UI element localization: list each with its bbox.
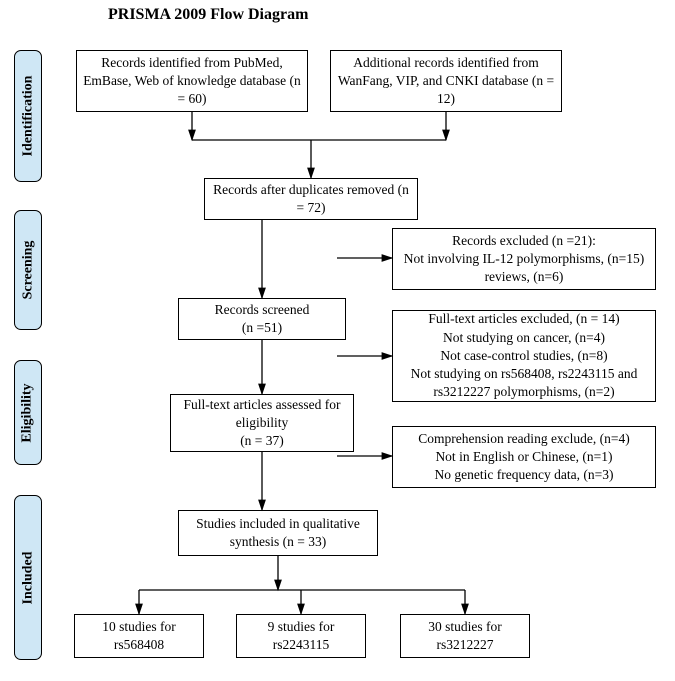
stage-identification-label: Identification (20, 76, 36, 157)
box-src2: Additional records identified from WanFa… (330, 50, 562, 112)
stage-included-label: Included (20, 551, 36, 604)
box-out2: 9 studies for rs2243115 (236, 614, 366, 658)
stage-identification: Identification (14, 50, 42, 182)
stage-included: Included (14, 495, 42, 660)
box-excl1: Records excluded (n =21):Not involving I… (392, 228, 656, 290)
box-fulltext: Full-text articles assessed for eligibil… (170, 394, 354, 452)
box-src1: Records identified from PubMed, EmBase, … (76, 50, 308, 112)
stage-eligibility-label: Eligibility (20, 383, 36, 442)
stage-screening-label: Screening (20, 241, 36, 300)
box-dedup: Records after duplicates removed (n = 72… (204, 178, 418, 220)
stage-eligibility: Eligibility (14, 360, 42, 465)
box-out1: 10 studies for rs568408 (74, 614, 204, 658)
box-qual: Studies included in qualitative synthesi… (178, 510, 378, 556)
box-out3: 30 studies for rs3212227 (400, 614, 530, 658)
diagram-title: PRISMA 2009 Flow Diagram (108, 6, 308, 24)
box-excl3: Comprehension reading exclude, (n=4)Not … (392, 426, 656, 488)
box-excl2: Full-text articles excluded, (n = 14)Not… (392, 310, 656, 402)
box-screened: Records screened(n =51) (178, 298, 346, 340)
stage-screening: Screening (14, 210, 42, 330)
